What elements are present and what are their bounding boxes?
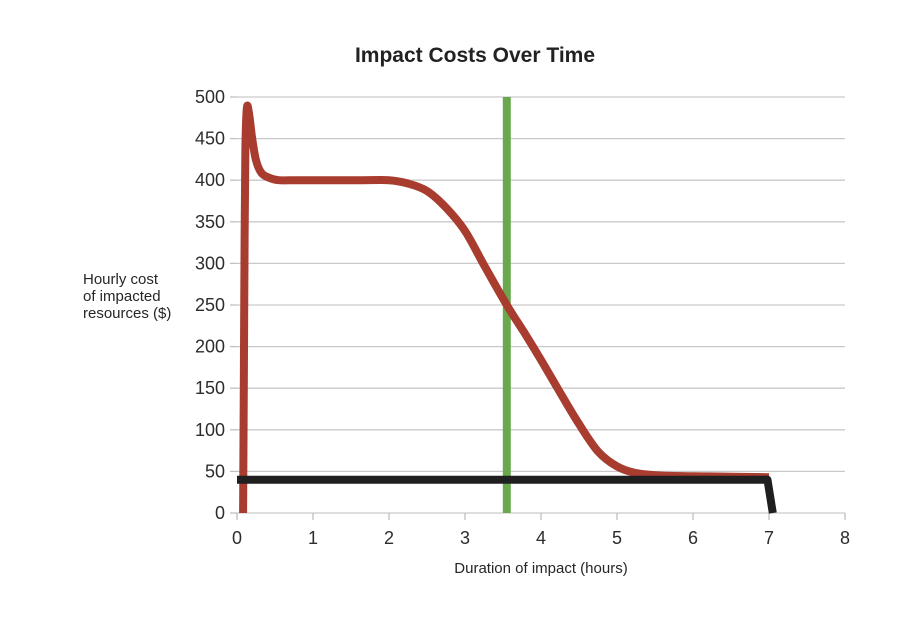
series-impact-cost-curve: [239, 101, 770, 514]
y-tick-label: 400: [195, 170, 225, 190]
x-tick-label: 6: [688, 528, 698, 548]
y-tick-label: 350: [195, 212, 225, 232]
series-baseline-flat-line: [237, 475, 777, 514]
y-axis-label: Hourly cost of impacted resources ($): [83, 271, 172, 322]
x-tick-label: 2: [384, 528, 394, 548]
y-tick-label: 200: [195, 337, 225, 357]
chart-title: Impact Costs Over Time: [354, 44, 596, 67]
x-tick-label: 3: [460, 528, 470, 548]
x-tick-label: 7: [764, 528, 774, 548]
x-tick-label: 0: [232, 528, 242, 548]
y-tick-label: 500: [195, 87, 225, 107]
y-tick-label: 100: [195, 420, 225, 440]
x-tick-label: 8: [840, 528, 850, 548]
x-axis-label: Duration of impact (hours): [454, 560, 628, 577]
x-tick-label: 4: [536, 528, 546, 548]
y-tick-label: 0: [215, 503, 225, 523]
y-tick-label: 50: [205, 461, 225, 481]
x-tick-label: 1: [308, 528, 318, 548]
y-tick-label: 450: [195, 129, 225, 149]
y-tick-label: 250: [195, 295, 225, 315]
x-tick-label: 5: [612, 528, 622, 548]
y-tick-label: 300: [195, 253, 225, 273]
y-tick-label: 150: [195, 378, 225, 398]
